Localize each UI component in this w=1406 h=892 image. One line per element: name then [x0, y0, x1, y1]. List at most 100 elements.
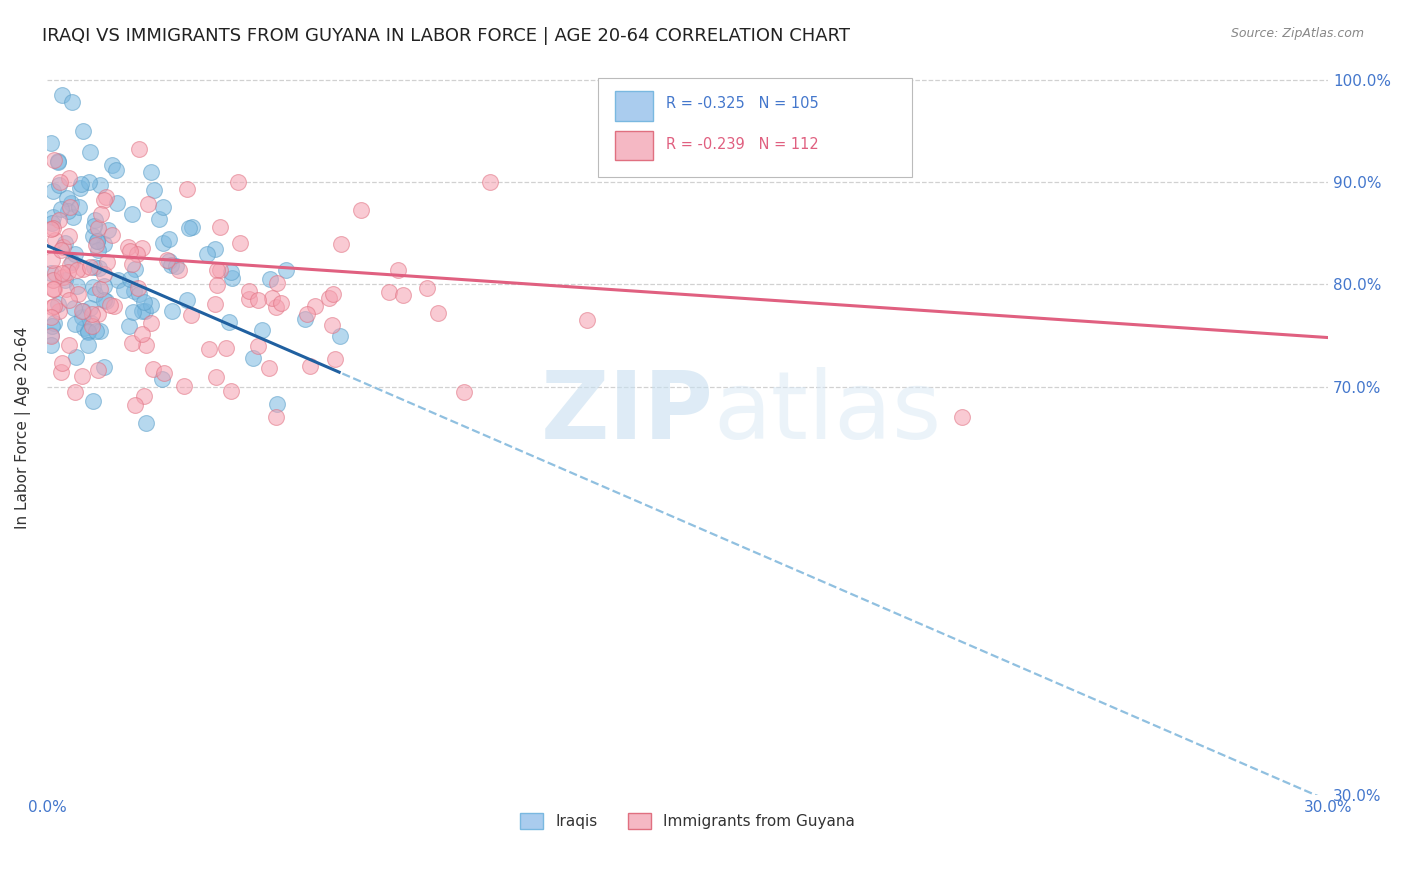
Point	[42, 282, 65, 296]
Point	[77, 337, 100, 351]
Point	[142, 183, 165, 197]
Point	[205, 277, 228, 292]
Point	[96, 255, 118, 269]
Point	[160, 304, 183, 318]
Point	[93, 237, 115, 252]
Point	[141, 316, 163, 330]
Point	[160, 258, 183, 272]
Point	[177, 220, 200, 235]
Point	[87, 221, 110, 235]
Point	[52, 270, 75, 285]
Text: R = -0.239   N = 112: R = -0.239 N = 112	[666, 136, 818, 152]
Point	[46, 297, 69, 311]
Point	[58, 229, 80, 244]
Point	[39, 337, 62, 351]
Point	[266, 397, 288, 411]
Point	[238, 292, 260, 306]
Point	[118, 244, 141, 258]
Point	[128, 287, 150, 301]
Point	[159, 231, 181, 245]
Point	[89, 324, 111, 338]
Point	[139, 298, 162, 312]
Point	[169, 262, 191, 277]
Point	[195, 247, 218, 261]
Point	[72, 304, 94, 318]
Point	[79, 145, 101, 160]
Point	[117, 240, 139, 254]
Point	[89, 282, 111, 296]
Point	[41, 216, 63, 230]
Point	[208, 263, 231, 277]
Point	[427, 306, 450, 320]
Point	[58, 338, 80, 352]
Point	[204, 242, 226, 256]
Point	[124, 284, 146, 298]
Point	[72, 124, 94, 138]
Point	[98, 298, 121, 312]
Point	[79, 301, 101, 316]
Y-axis label: In Labor Force | Age 20-64: In Labor Force | Age 20-64	[15, 326, 31, 529]
Point	[41, 253, 63, 268]
Point	[65, 318, 87, 332]
Point	[121, 206, 143, 220]
Point	[148, 212, 170, 227]
Point	[41, 210, 63, 224]
Point	[96, 190, 118, 204]
Point	[87, 307, 110, 321]
Legend: Iraqis, Immigrants from Guyana: Iraqis, Immigrants from Guyana	[515, 807, 860, 836]
Point	[51, 365, 73, 379]
Point	[51, 356, 73, 370]
Point	[176, 293, 198, 308]
Point	[392, 288, 415, 302]
Point	[59, 196, 82, 211]
Point	[63, 301, 86, 315]
Point	[87, 243, 110, 257]
Text: ZIP: ZIP	[540, 367, 713, 458]
Point	[73, 320, 96, 334]
Point	[93, 359, 115, 374]
Point	[173, 379, 195, 393]
Point	[276, 262, 298, 277]
Point	[198, 343, 221, 357]
Point	[350, 202, 373, 217]
Point	[97, 222, 120, 236]
Point	[260, 291, 283, 305]
Point	[70, 304, 93, 318]
Text: IRAQI VS IMMIGRANTS FROM GUYANA IN LABOR FORCE | AGE 20-64 CORRELATION CHART: IRAQI VS IMMIGRANTS FROM GUYANA IN LABOR…	[42, 27, 851, 45]
Point	[950, 410, 973, 425]
Point	[153, 366, 176, 380]
Point	[80, 317, 103, 331]
Point	[294, 312, 316, 326]
Point	[82, 319, 104, 334]
Point	[105, 196, 128, 211]
Point	[208, 220, 231, 235]
Point	[41, 300, 63, 314]
Point	[39, 329, 62, 343]
Point	[63, 384, 86, 399]
Point	[132, 389, 155, 403]
Point	[82, 306, 104, 320]
Point	[55, 235, 77, 250]
Point	[121, 335, 143, 350]
Point	[156, 253, 179, 268]
Point	[42, 153, 65, 168]
Point	[131, 304, 153, 318]
Point	[84, 286, 107, 301]
FancyBboxPatch shape	[614, 91, 652, 120]
Point	[77, 175, 100, 189]
Point	[121, 257, 143, 271]
Point	[142, 361, 165, 376]
Point	[112, 283, 135, 297]
Point	[323, 351, 346, 366]
Point	[181, 220, 204, 235]
Point	[270, 296, 292, 310]
Point	[83, 219, 105, 233]
Point	[82, 228, 104, 243]
Point	[48, 304, 70, 318]
Point	[266, 276, 288, 290]
Point	[238, 284, 260, 298]
FancyBboxPatch shape	[598, 78, 911, 178]
Point	[86, 234, 108, 248]
Point	[107, 272, 129, 286]
Point	[66, 263, 89, 277]
